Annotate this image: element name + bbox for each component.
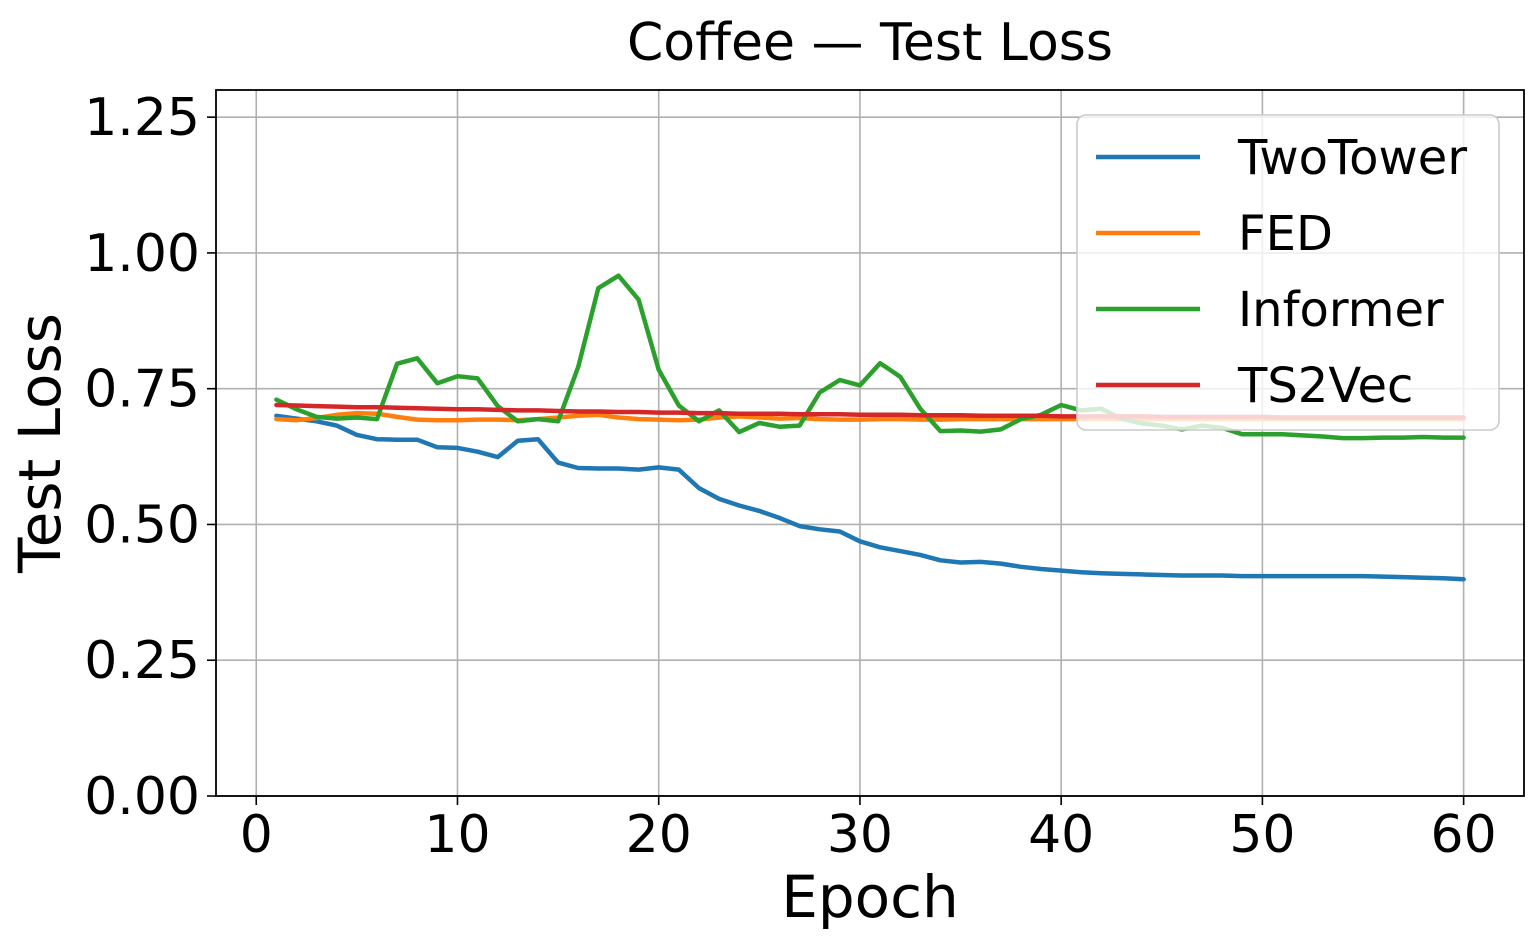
y-axis-label: Test Loss [6, 313, 74, 574]
x-tick-label: 30 [827, 805, 893, 865]
legend-box [1076, 114, 1500, 431]
y-tick-label: 0.75 [84, 360, 200, 420]
legend-label: Informer [1238, 282, 1444, 338]
x-tick-label: 20 [626, 805, 692, 865]
y-tick-label: 0.25 [84, 631, 200, 691]
x-tick-label: 0 [240, 805, 273, 865]
x-tick-label: 10 [424, 805, 490, 865]
plot-frame [215, 89, 1525, 797]
legend-label: FED [1238, 206, 1333, 262]
legend: TwoTower FED Informer TS2Vec [1076, 114, 1500, 431]
x-tick-label: 40 [1028, 805, 1094, 865]
y-tick-label: 0.50 [84, 495, 200, 555]
series-line-informer [274, 273, 1466, 441]
x-tick-label: 60 [1431, 805, 1497, 865]
series-line-twotower [274, 413, 1466, 582]
legend-label: TS2Vec [1237, 358, 1413, 414]
y-tick-label: 1.25 [84, 88, 200, 148]
x-axis-label: Epoch [781, 863, 959, 931]
axis-ticks: 0 10 20 30 40 50 60 0.00 0.25 0.50 0.75 1.00 1.25 [84, 88, 1496, 865]
y-tick-label: 1.00 [84, 224, 200, 284]
legend-label: TwoTower [1237, 130, 1467, 186]
y-tick-label: 0.00 [84, 767, 200, 827]
chart-title: Coffee — Test Loss [627, 13, 1113, 73]
x-tick-label: 50 [1229, 805, 1295, 865]
